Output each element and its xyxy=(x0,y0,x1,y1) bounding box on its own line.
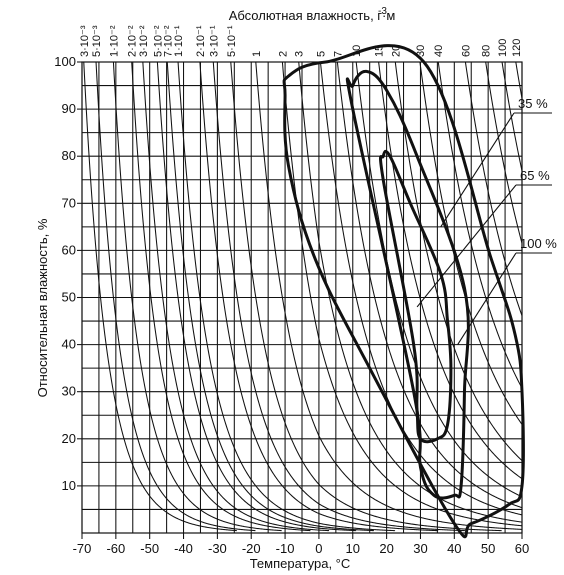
absolute-humidity-label: 30 xyxy=(415,45,427,57)
absolute-humidity-curve xyxy=(464,61,523,316)
x-tick-label: -40 xyxy=(174,541,193,556)
x-tick-label: 10 xyxy=(346,541,360,556)
labels: 3·10⁻³ 5·10⁻³ 1·10⁻² 2·10⁻² 3·10⁻² 5·10⁻²7·10… xyxy=(79,25,557,345)
absolute-humidity-label: 120 xyxy=(511,39,523,57)
absolute-humidity-label: 3·10⁻² xyxy=(138,25,150,57)
contour-label: 65 % xyxy=(520,168,550,183)
y-tick-label: 40 xyxy=(62,337,76,352)
absolute-humidity-label: 40 xyxy=(433,45,445,57)
x-tick-label: -10 xyxy=(276,541,295,556)
absolute-humidity-label: 60 xyxy=(460,45,472,57)
absolute-humidity-curve xyxy=(281,61,523,527)
absolute-humidity-curve xyxy=(156,61,357,532)
absolute-humidity-curve xyxy=(212,61,466,532)
x-tick-label: -30 xyxy=(208,541,227,556)
absolute-humidity-curve xyxy=(485,61,523,244)
absolute-humidity-curve xyxy=(419,61,523,425)
absolute-humidity-label: 100 xyxy=(497,39,509,57)
contour-leader-line xyxy=(440,112,515,228)
x-tick-label: -70 xyxy=(73,541,92,556)
contour-leader-line xyxy=(457,252,517,345)
y-tick-label: 60 xyxy=(62,242,76,257)
absolute-humidity-curve xyxy=(177,61,396,532)
absolute-humidity-label: 10 xyxy=(351,45,363,57)
absolute-humidity-label: 5·10⁻³ xyxy=(91,25,103,57)
contour-35-percent xyxy=(379,149,453,444)
absolute-humidity-label: 20 xyxy=(390,45,402,57)
y-tick-label: 70 xyxy=(62,195,76,210)
x-tick-label: 0 xyxy=(315,541,322,556)
absolute-humidity-curve xyxy=(501,61,523,171)
absolute-humidity-label: 3·10⁻³ xyxy=(79,25,91,57)
y-tick-label: 50 xyxy=(62,290,76,305)
y-tick-label: 90 xyxy=(62,101,76,116)
absolute-humidity-label: 80 xyxy=(481,45,493,57)
x-axis-title: Температура, °C xyxy=(250,556,351,571)
absolute-humidity-curve xyxy=(95,61,256,532)
x-tick-label: 60 xyxy=(515,541,529,556)
absolute-humidity-curve xyxy=(166,61,374,532)
contour-leader-line xyxy=(416,184,517,308)
contour-label: 100 % xyxy=(520,236,557,251)
absolute-humidity-label: 5·10⁻² xyxy=(152,25,164,57)
x-tick-label: -20 xyxy=(242,541,261,556)
absolute-humidity-curve xyxy=(298,61,523,523)
y-tick-label: 30 xyxy=(62,384,76,399)
absolute-humidity-curve xyxy=(437,61,523,389)
x-tick-label: -50 xyxy=(140,541,159,556)
absolute-humidity-label: 1·10⁻¹ xyxy=(173,25,185,57)
absolute-humidity-curve xyxy=(142,61,330,532)
absolute-humidity-label: 7 xyxy=(332,51,344,57)
absolute-humidity-curve xyxy=(394,61,523,461)
absolute-humidity-curve xyxy=(199,61,439,532)
x-tick-label: 20 xyxy=(379,541,393,556)
absolute-humidity-curve xyxy=(336,61,523,509)
x-tick-label: 40 xyxy=(447,541,461,556)
absolute-humidity-label: 1 xyxy=(251,51,263,57)
absolute-humidity-label: 5 xyxy=(315,51,327,57)
absolute-humidity-label: 2·10⁻¹ xyxy=(195,25,207,57)
contour-label: 35 % xyxy=(518,96,548,111)
absolute-humidity-label: 2 xyxy=(277,51,289,57)
absolute-humidity-curve xyxy=(515,61,523,99)
y-tick-label: 20 xyxy=(62,431,76,446)
absolute-humidity-curve xyxy=(131,61,311,532)
top-axis-title: Абсолютная влажность, г·м xyxy=(229,8,396,23)
absolute-humidity-curve xyxy=(83,61,237,532)
absolute-humidity-label: 3·10⁻¹ xyxy=(208,25,220,57)
top-axis-title-exponent: -3 xyxy=(378,6,387,17)
y-axis-title: Относительная влажность, % xyxy=(35,218,50,397)
absolute-humidity-label: 3 xyxy=(294,51,306,57)
y-tick-label: 10 xyxy=(62,478,76,493)
x-tick-label: 30 xyxy=(413,541,427,556)
absolute-humidity-label: 7·10⁻² xyxy=(162,25,174,57)
absolute-humidity-curve xyxy=(112,61,282,532)
y-tick-label: 100 xyxy=(54,54,76,69)
y-tick-label: 80 xyxy=(62,148,76,163)
absolute-humidity-curve xyxy=(255,61,523,530)
axis-ticks: -70 -60 -50 -40 -30 -20 -10 0 10 20 30 40 50 60 10 20 30… xyxy=(54,54,529,556)
absolute-humidity-label: 2·10⁻² xyxy=(127,25,139,57)
x-tick-label: 50 xyxy=(481,541,495,556)
x-tick-label: -60 xyxy=(106,541,125,556)
absolute-humidity-label: 1·10⁻² xyxy=(108,25,120,57)
absolute-humidity-label: 15 xyxy=(374,45,386,57)
absolute-humidity-label: 5·10⁻¹ xyxy=(226,25,238,57)
